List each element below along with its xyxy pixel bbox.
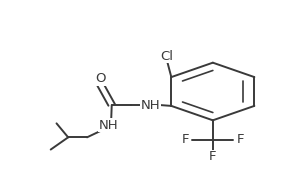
Text: NH: NH (141, 99, 161, 112)
Text: Cl: Cl (161, 50, 173, 63)
Text: F: F (209, 150, 217, 164)
Text: F: F (182, 133, 189, 146)
Text: NH: NH (99, 119, 119, 132)
Text: O: O (95, 72, 105, 85)
Text: F: F (237, 133, 244, 146)
